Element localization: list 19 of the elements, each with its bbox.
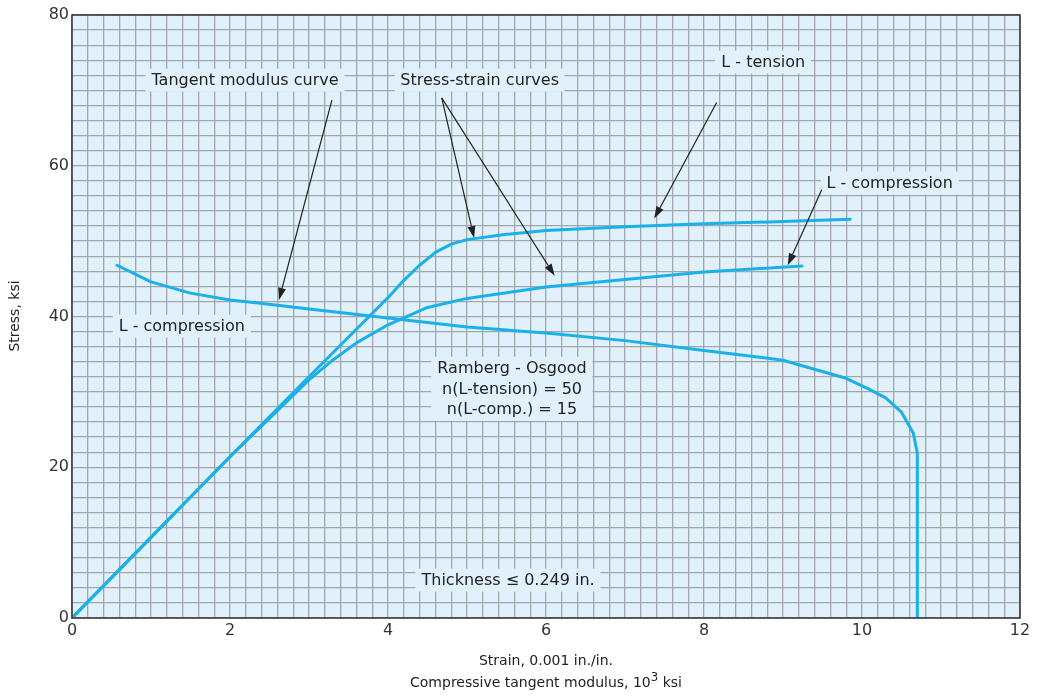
y-axis-title: Stress, ksi [6, 280, 22, 352]
x-tick-label: 2 [224, 619, 236, 639]
x-axis-title: Strain, 0.001 in./in. Compressive tangent modulus, 10$^{3}$ ksi [409, 652, 683, 691]
annotation: L - compression [820, 171, 959, 195]
y-tick-label: 60 [48, 154, 69, 174]
y-tick-label: 40 [48, 305, 69, 325]
annotation: L - compression [112, 314, 251, 338]
y-tick-label: 20 [48, 456, 69, 476]
x-tick-label: 12 [1009, 619, 1031, 639]
annotation: Ramberg - Osgood n(L-tension) = 50 n(L-comp.) = 15 [431, 356, 593, 422]
x-tick-label: 6 [540, 619, 552, 639]
y-tick-label: 80 [48, 4, 69, 24]
annotation: L - tension [715, 51, 812, 74]
annotation: Thickness ≤ 0.249 in. [415, 568, 601, 592]
x-tick-label: 8 [698, 619, 710, 639]
annotation: Tangent modulus curve [145, 68, 345, 92]
x-tick-label: 4 [382, 619, 394, 639]
annotation: Stress-strain curves [394, 68, 566, 92]
x-tick-label: 10 [851, 619, 873, 639]
